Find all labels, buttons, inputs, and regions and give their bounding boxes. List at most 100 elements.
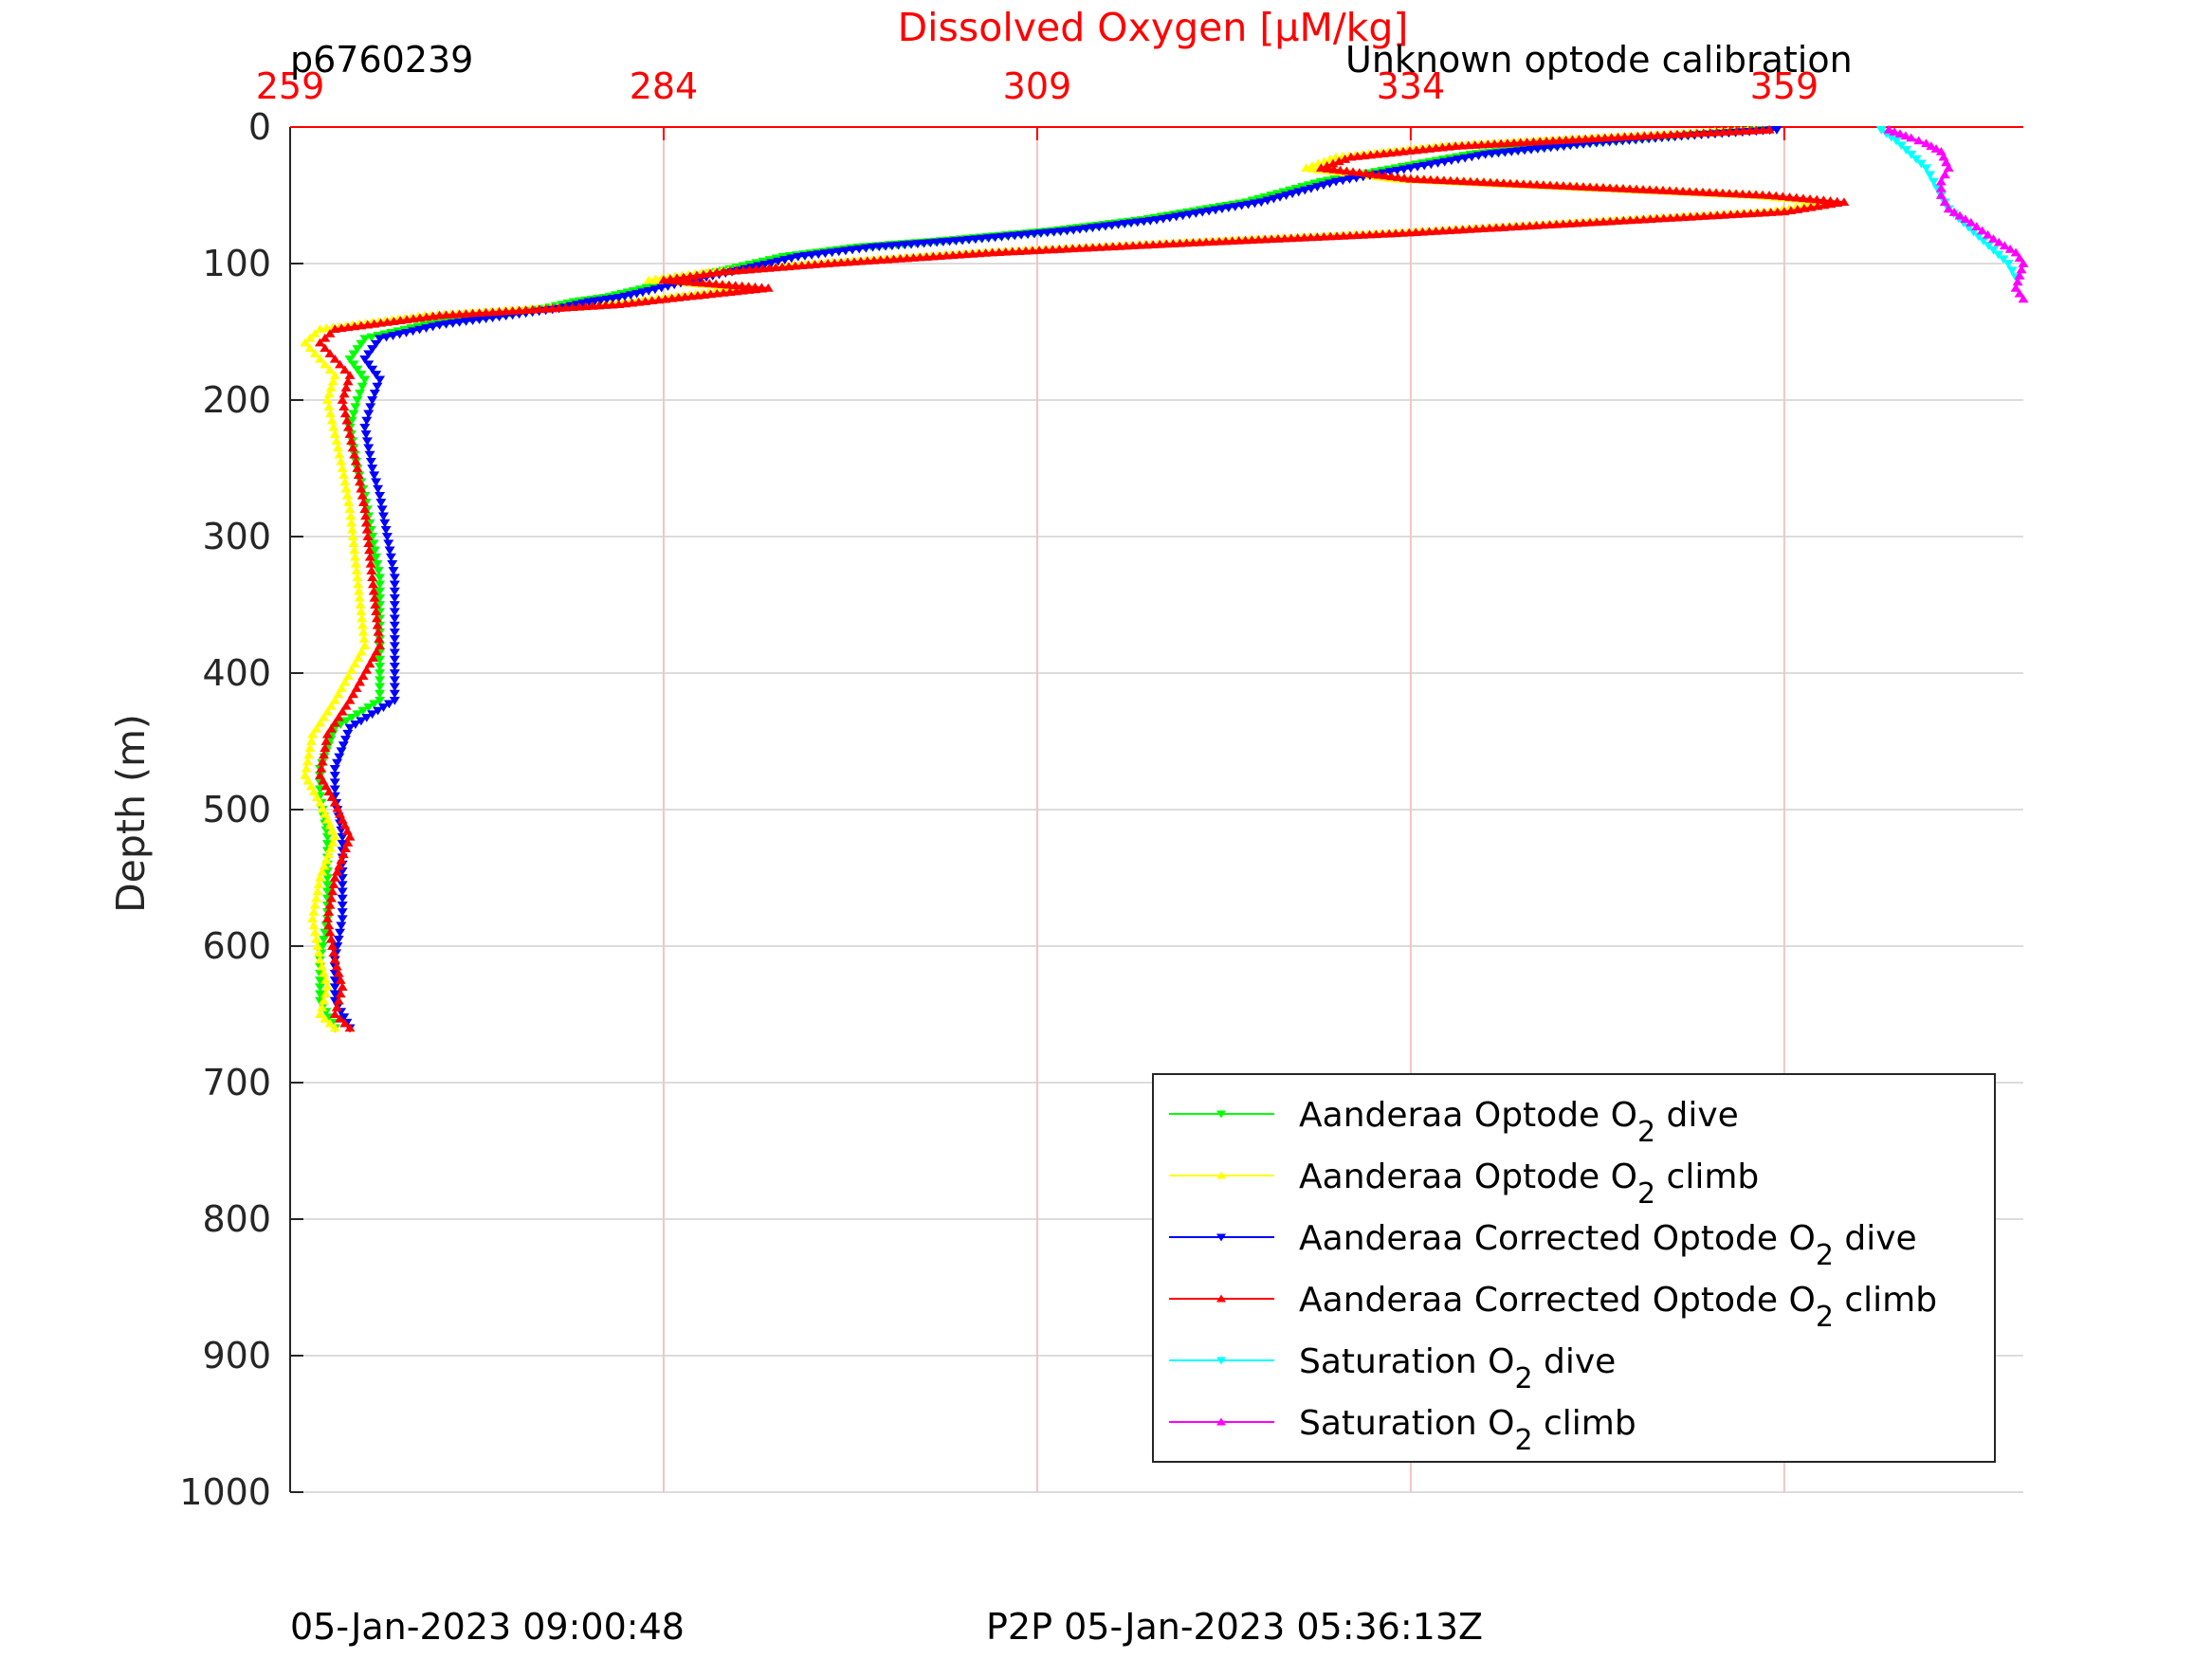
p2p-time: P2P 05-Jan-2023 05:36:13Z bbox=[986, 1606, 1483, 1648]
data-point bbox=[1558, 181, 1569, 190]
data-point bbox=[338, 470, 349, 480]
data-point bbox=[1040, 245, 1051, 254]
data-point bbox=[1341, 166, 1352, 175]
data-point bbox=[835, 258, 847, 266]
data-point bbox=[1604, 216, 1616, 226]
data-point bbox=[300, 337, 311, 347]
data-point bbox=[334, 753, 345, 762]
data-point bbox=[329, 955, 340, 964]
data-point bbox=[1370, 229, 1381, 239]
data-point bbox=[344, 371, 356, 379]
data-point bbox=[315, 1010, 326, 1018]
data-point bbox=[363, 703, 375, 712]
data-point bbox=[336, 747, 347, 757]
data-point bbox=[895, 253, 906, 263]
data-point bbox=[587, 301, 598, 310]
data-point bbox=[326, 415, 338, 425]
data-point bbox=[947, 250, 959, 260]
legend-swatch-marker bbox=[1216, 1417, 1226, 1426]
data-point bbox=[302, 757, 313, 766]
data-point bbox=[1207, 237, 1218, 246]
data-point bbox=[362, 532, 374, 540]
data-point bbox=[337, 915, 348, 924]
data-point bbox=[737, 281, 748, 290]
data-point bbox=[329, 695, 340, 704]
data-point bbox=[2018, 294, 2029, 303]
data-point bbox=[337, 395, 348, 404]
data-point bbox=[388, 317, 399, 325]
data-point bbox=[352, 365, 363, 374]
data-point bbox=[1765, 208, 1777, 216]
data-point bbox=[1638, 131, 1650, 140]
data-point bbox=[367, 345, 378, 354]
data-point bbox=[389, 648, 400, 658]
data-point bbox=[369, 592, 380, 602]
data-point bbox=[347, 532, 358, 540]
data-point bbox=[514, 305, 525, 315]
data-point bbox=[1361, 169, 1372, 177]
data-point bbox=[1677, 186, 1689, 195]
data-point bbox=[1359, 151, 1370, 160]
data-point bbox=[313, 880, 324, 889]
data-point bbox=[1383, 228, 1395, 238]
data-point bbox=[329, 354, 340, 363]
data-point bbox=[731, 286, 742, 296]
data-point bbox=[329, 983, 340, 993]
data-point bbox=[750, 284, 761, 294]
data-point bbox=[1825, 199, 1837, 209]
data-point bbox=[348, 410, 359, 419]
data-point bbox=[691, 270, 703, 280]
data-point bbox=[1508, 137, 1520, 147]
data-point bbox=[365, 457, 376, 466]
data-point bbox=[1187, 238, 1198, 246]
data-point bbox=[738, 265, 749, 274]
data-point bbox=[1883, 124, 1894, 134]
data-point bbox=[364, 552, 375, 561]
data-point bbox=[339, 409, 351, 418]
data-point bbox=[547, 303, 558, 313]
data-point bbox=[1410, 228, 1421, 236]
data-point bbox=[723, 280, 735, 289]
data-point bbox=[1571, 218, 1582, 228]
data-point bbox=[363, 410, 375, 419]
data-point bbox=[1779, 207, 1790, 216]
data-point bbox=[309, 328, 320, 337]
legend-swatch-marker bbox=[1216, 1357, 1226, 1365]
data-point bbox=[1711, 210, 1723, 220]
data-point bbox=[1398, 146, 1409, 155]
data-point bbox=[790, 261, 801, 270]
data-point bbox=[1114, 241, 1125, 250]
data-point bbox=[1252, 234, 1264, 244]
data-point bbox=[1750, 190, 1762, 199]
data-point bbox=[1531, 179, 1543, 189]
data-point bbox=[501, 306, 512, 316]
data-point bbox=[1977, 226, 1988, 235]
data-point bbox=[1266, 234, 1277, 244]
data-point bbox=[350, 456, 361, 465]
data-point bbox=[1450, 141, 1461, 151]
data-point bbox=[373, 706, 384, 716]
data-point bbox=[1465, 176, 1476, 186]
data-point bbox=[324, 1018, 336, 1028]
data-point bbox=[600, 301, 612, 309]
legend-label: Saturation O2 climb bbox=[1299, 1404, 1636, 1457]
data-point bbox=[372, 559, 383, 569]
data-point bbox=[1926, 141, 1937, 151]
data-point bbox=[1167, 239, 1179, 247]
data-point bbox=[317, 942, 328, 951]
data-point bbox=[815, 259, 827, 268]
data-point bbox=[336, 921, 347, 931]
data-point bbox=[357, 671, 369, 681]
data-point bbox=[353, 579, 364, 589]
data-point bbox=[882, 254, 893, 264]
data-point bbox=[304, 343, 316, 353]
data-point bbox=[1347, 167, 1359, 176]
data-point bbox=[357, 706, 369, 716]
data-point bbox=[375, 669, 386, 678]
data-point bbox=[1658, 213, 1670, 223]
data-point bbox=[389, 614, 400, 624]
data-point bbox=[344, 831, 356, 841]
legend-label: Aanderaa Optode O2 climb bbox=[1299, 1158, 1759, 1211]
data-point bbox=[1730, 189, 1742, 198]
data-point bbox=[560, 302, 572, 312]
